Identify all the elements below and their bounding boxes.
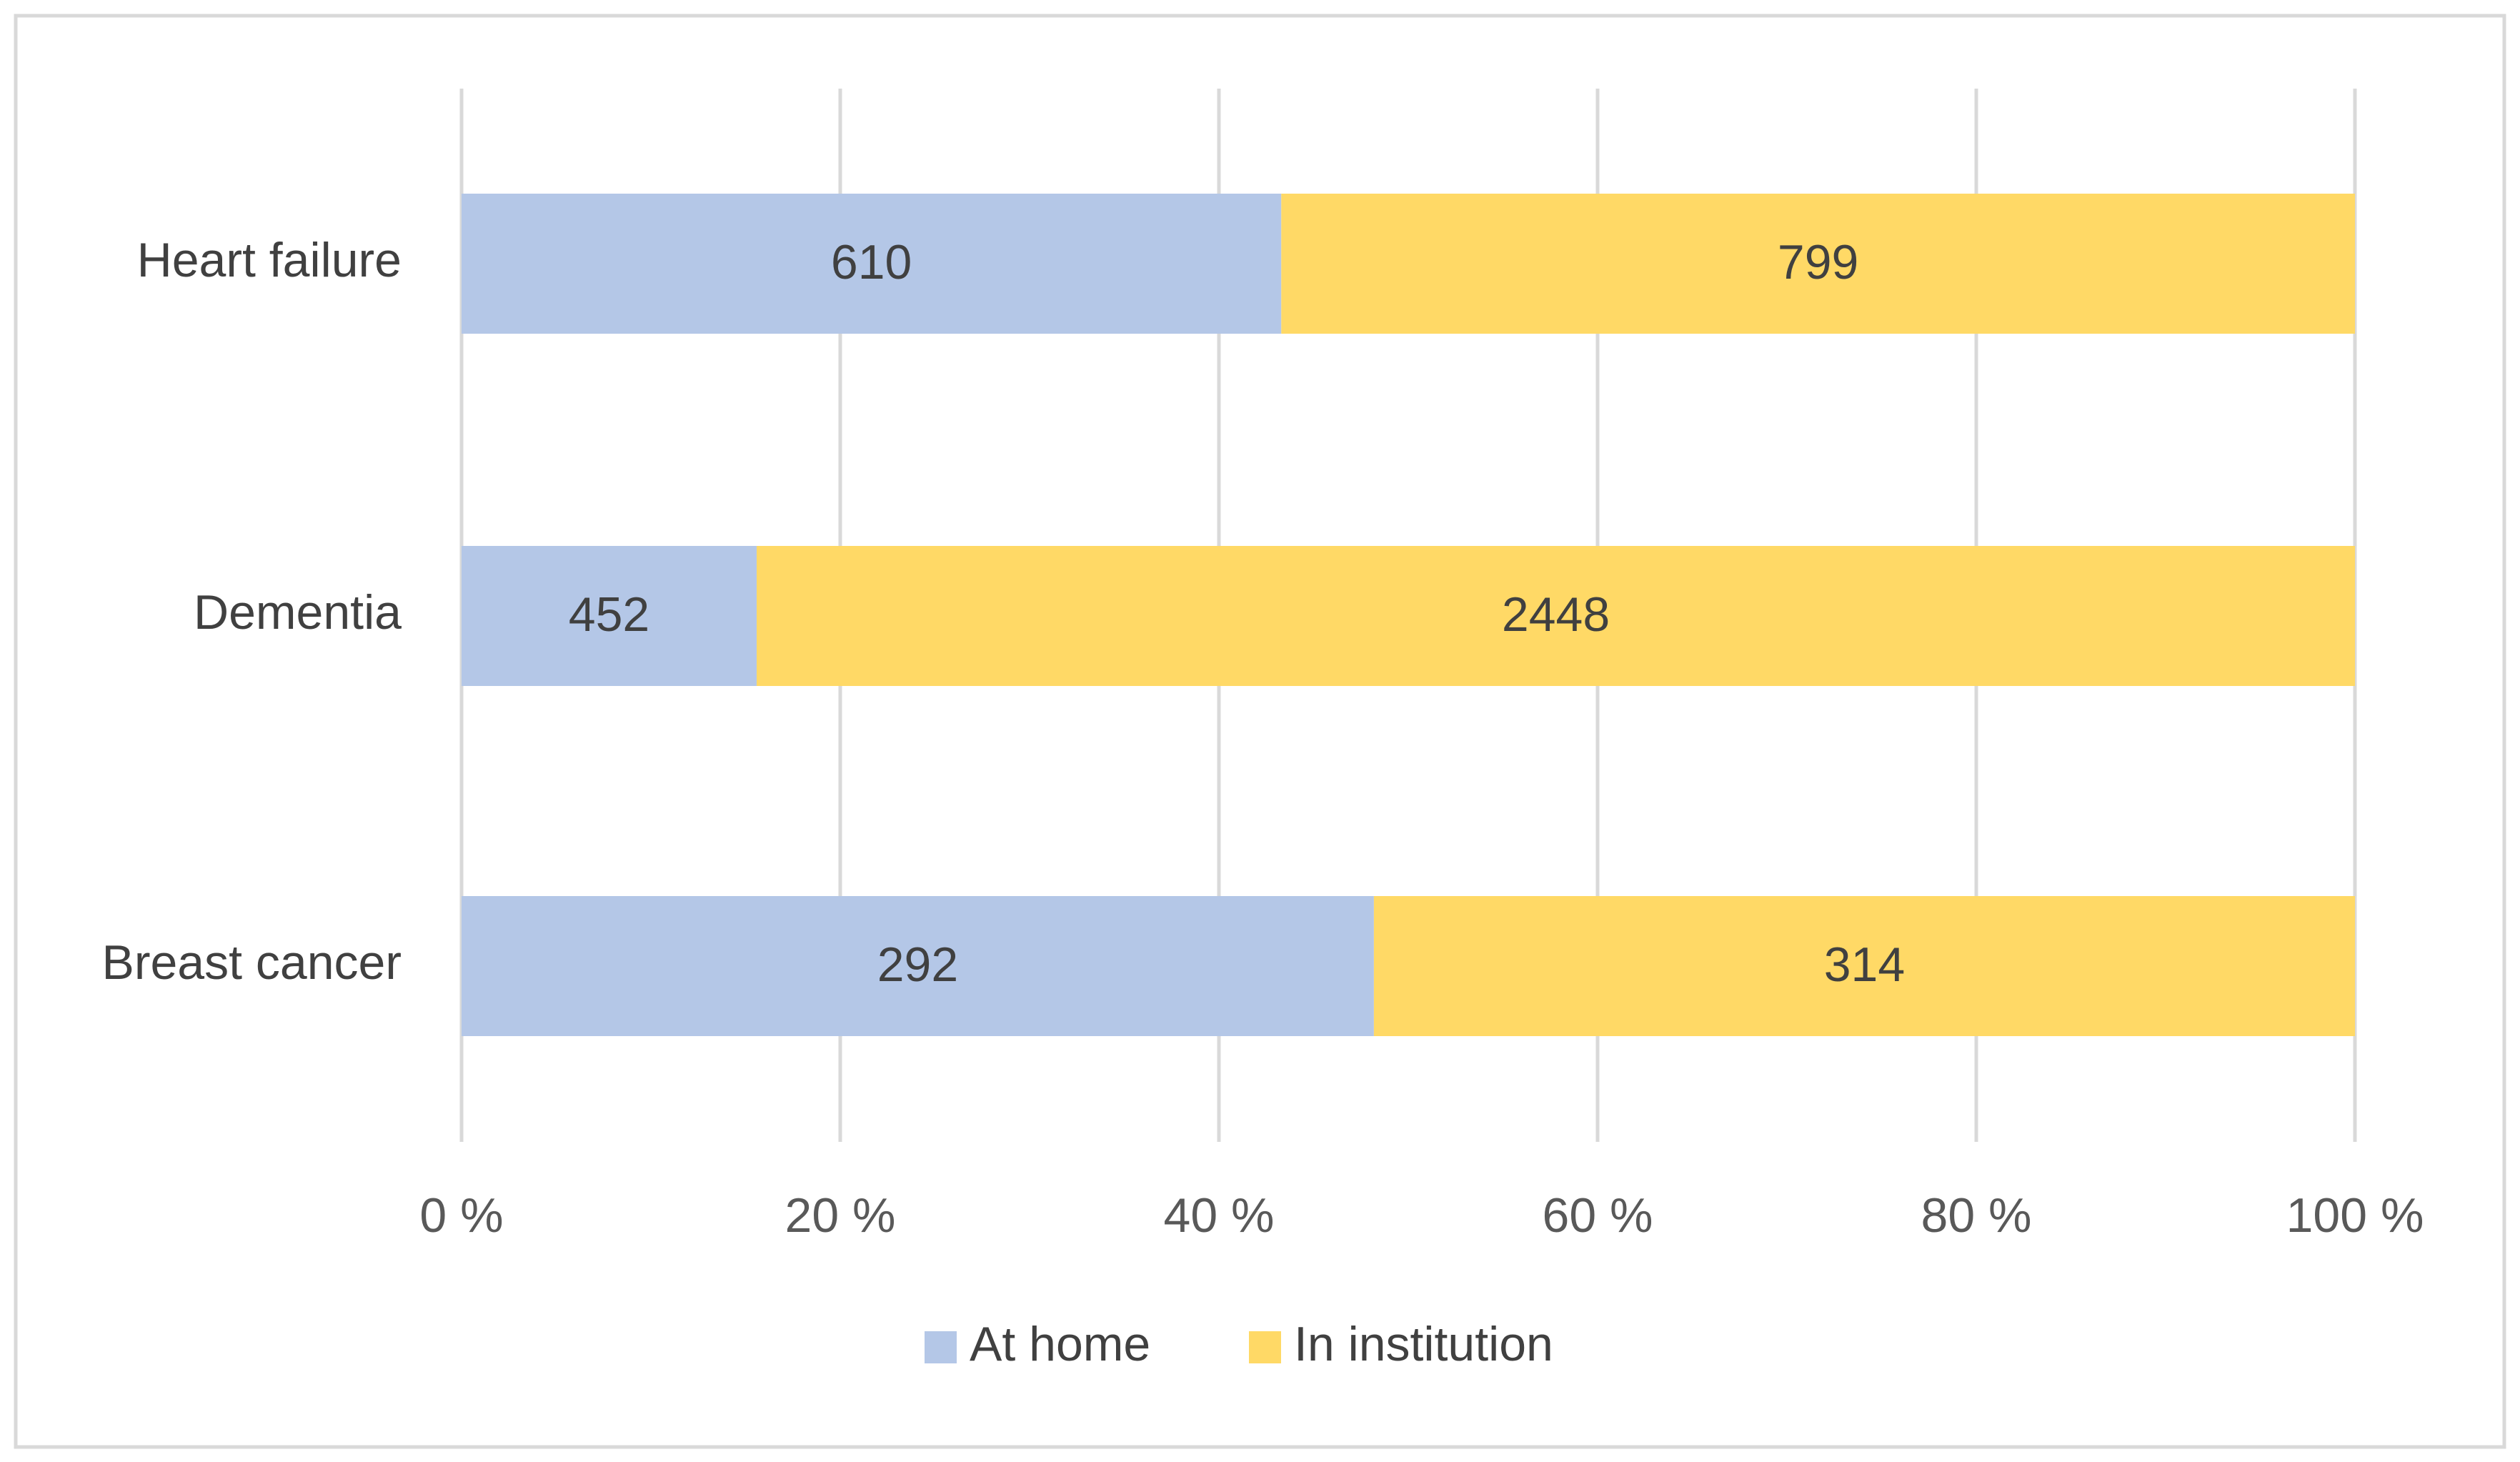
y-tick-label: Dementia: [194, 585, 402, 640]
x-tick-label: 0 %: [419, 1188, 503, 1243]
bar-segment: [757, 546, 2355, 686]
data-label: 610: [831, 235, 912, 289]
bar-segment: [462, 194, 1282, 334]
data-label: 799: [1778, 235, 1858, 289]
bar-segment: [462, 546, 757, 686]
bar-segment: [1281, 194, 2355, 334]
data-label: 292: [877, 938, 958, 992]
data-label: 452: [569, 587, 649, 642]
x-tick-label: 40 %: [1164, 1188, 1275, 1243]
x-tick-label: 20 %: [785, 1188, 896, 1243]
legend-label: In institution: [1294, 1317, 1553, 1371]
bar-segment: [1373, 896, 2355, 1036]
y-tick-label: Heart failure: [137, 233, 402, 287]
legend-label: At home: [970, 1317, 1150, 1371]
data-label: 314: [1824, 938, 1905, 992]
y-tick-label: Breast cancer: [101, 935, 402, 990]
legend-swatch: [1249, 1331, 1281, 1363]
legend-swatch: [925, 1331, 957, 1363]
x-tick-label: 80 %: [1921, 1188, 2032, 1243]
x-tick-label: 100 %: [2286, 1188, 2424, 1243]
x-tick-label: 60 %: [1543, 1188, 1653, 1243]
bar-segment: [462, 896, 1374, 1036]
data-label: 2448: [1502, 587, 1610, 642]
